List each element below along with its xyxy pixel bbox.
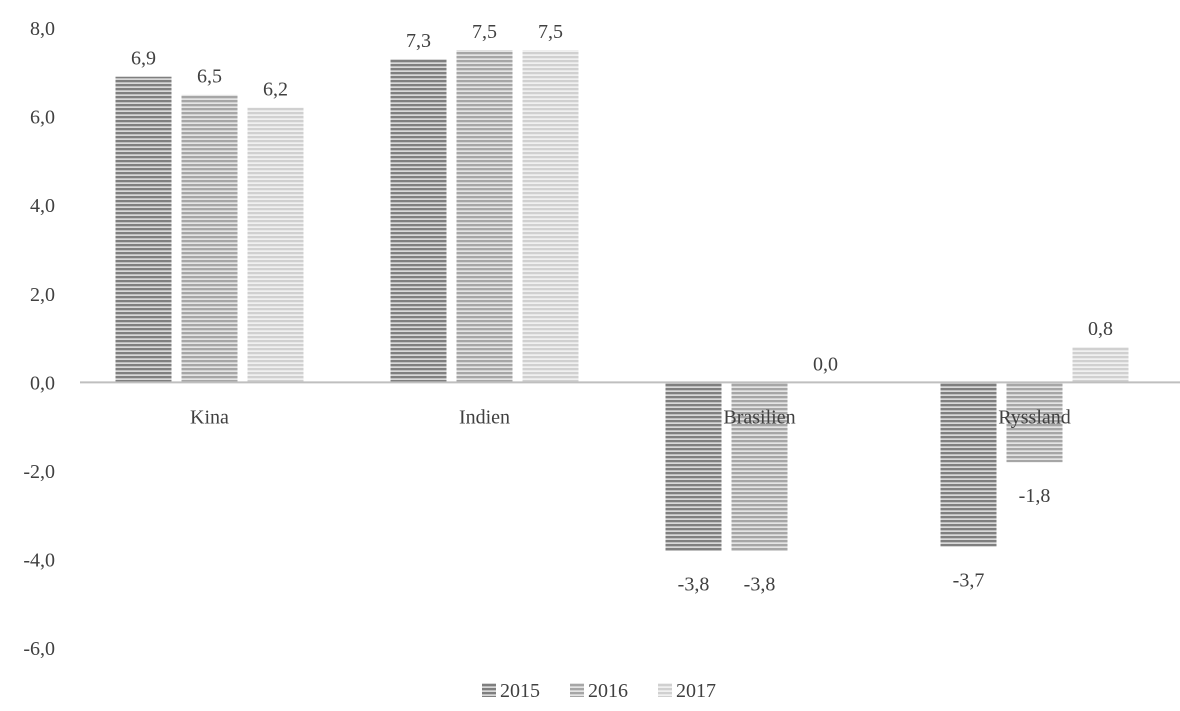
bar-indien-2016 xyxy=(456,50,513,383)
data-label: 0,0 xyxy=(813,353,838,375)
y-tick-label: 4,0 xyxy=(30,195,55,217)
bar-indien-2015 xyxy=(390,59,447,383)
bar-kina-2016 xyxy=(181,94,238,383)
data-label: -3,8 xyxy=(744,574,776,596)
data-labels: 6,9 6,5 6,2 7,3 7,5 7,5 -3,8 -3,8 0,0 -3,7 -1,8 0,8 xyxy=(131,21,1113,596)
data-label: 0,8 xyxy=(1088,318,1113,340)
bar-ryssland-2015 xyxy=(940,382,997,547)
data-label: 6,5 xyxy=(197,65,222,87)
bar-ryssland-2016 xyxy=(1006,382,1063,463)
bars xyxy=(115,50,1129,551)
bar-brasilien-2015 xyxy=(665,382,722,551)
legend-swatch-2016 xyxy=(570,683,584,697)
data-label: 7,5 xyxy=(472,21,497,43)
data-label: -3,7 xyxy=(953,569,985,591)
category-label-kina: Kina xyxy=(190,406,229,428)
y-tick-label: 0,0 xyxy=(30,372,55,394)
y-tick-label: 6,0 xyxy=(30,107,55,129)
category-label-ryssland: Ryssland xyxy=(998,406,1071,428)
data-label: 7,3 xyxy=(406,30,431,52)
bar-ryssland-2017 xyxy=(1072,346,1129,383)
y-tick-label: -6,0 xyxy=(23,638,55,660)
data-label: -3,8 xyxy=(678,574,710,596)
legend-label-2017: 2017 xyxy=(676,680,716,702)
y-tick-label: -2,0 xyxy=(23,461,55,483)
data-label: -1,8 xyxy=(1019,485,1051,507)
y-tick-label: 8,0 xyxy=(30,18,55,40)
data-label: 7,5 xyxy=(538,21,563,43)
legend-swatch-2017 xyxy=(658,683,672,697)
y-axis-ticks: 8,0 6,0 4,0 2,0 0,0 -2,0 -4,0 -6,0 xyxy=(23,18,55,660)
category-label-indien: Indien xyxy=(459,406,510,428)
legend-label-2015: 2015 xyxy=(500,680,540,702)
data-label: 6,2 xyxy=(263,79,288,101)
bar-brasilien-2016 xyxy=(731,382,788,551)
legend-label-2016: 2016 xyxy=(588,680,628,702)
y-tick-label: 2,0 xyxy=(30,284,55,306)
category-label-brasilien: Brasilien xyxy=(723,406,795,428)
y-tick-label: -4,0 xyxy=(23,550,55,572)
legend-swatch-2015 xyxy=(482,683,496,697)
bar-kina-2015 xyxy=(115,76,172,383)
bar-kina-2017 xyxy=(247,107,304,383)
data-label: 6,9 xyxy=(131,48,156,70)
category-labels: Kina Indien Brasilien Ryssland xyxy=(190,406,1071,428)
legend: 2015 2016 2017 xyxy=(482,680,716,702)
bar-indien-2017 xyxy=(522,50,579,383)
